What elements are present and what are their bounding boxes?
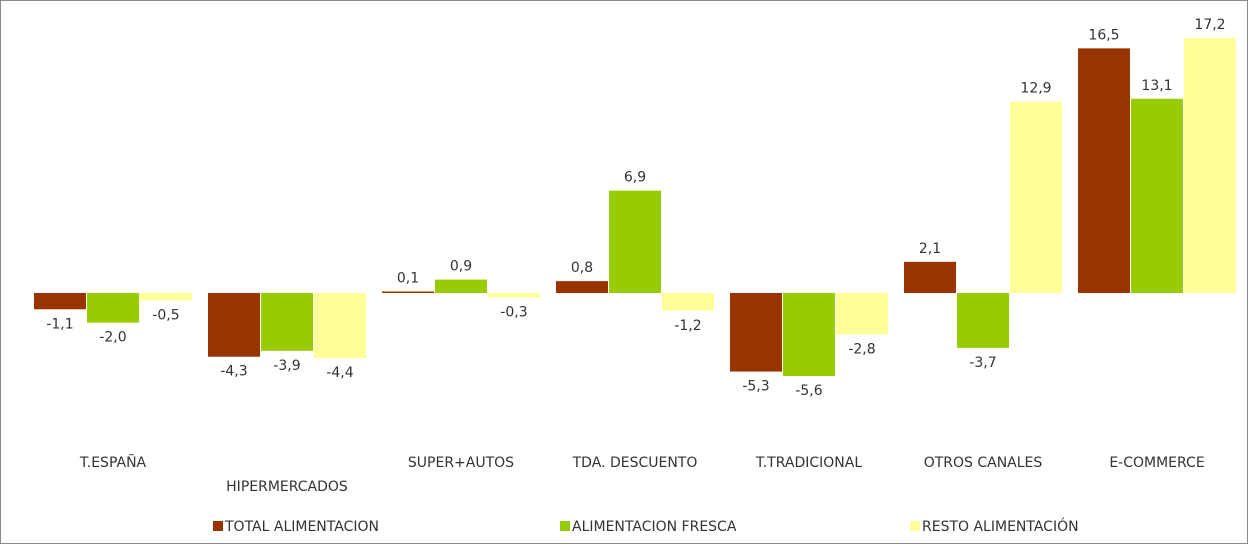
bar bbox=[1078, 48, 1130, 293]
bar bbox=[140, 292, 192, 301]
bar bbox=[730, 292, 782, 372]
data-label: 16,5 bbox=[1088, 27, 1119, 43]
data-label: 13,1 bbox=[1141, 78, 1172, 94]
data-label: -5,3 bbox=[742, 379, 769, 395]
data-label: -5,6 bbox=[795, 383, 822, 399]
data-label: 0,8 bbox=[571, 260, 593, 276]
x-tick-label: E-COMMERCE bbox=[1109, 455, 1204, 471]
data-label: -4,3 bbox=[220, 364, 247, 380]
bar bbox=[904, 261, 956, 293]
data-label: 17,2 bbox=[1194, 17, 1225, 33]
bar bbox=[957, 292, 1009, 348]
bar bbox=[314, 292, 366, 359]
legend-label: TOTAL ALIMENTACION bbox=[224, 519, 379, 535]
data-label: 6,9 bbox=[624, 170, 646, 186]
bar bbox=[34, 292, 86, 310]
data-label: -2,8 bbox=[848, 341, 875, 357]
x-tick-label: OTROS CANALES bbox=[924, 455, 1043, 471]
bar bbox=[1131, 98, 1183, 293]
legend-swatch bbox=[910, 521, 920, 531]
data-label: -4,4 bbox=[326, 365, 353, 381]
x-tick-label: HIPERMERCADOS bbox=[226, 479, 348, 495]
bar bbox=[488, 292, 540, 298]
legend-label: RESTO ALIMENTACIÓN bbox=[922, 517, 1079, 535]
data-label: -3,7 bbox=[969, 355, 996, 371]
x-tick-label: T.TRADICIONAL bbox=[755, 455, 863, 471]
bar bbox=[208, 292, 260, 357]
data-label: -3,9 bbox=[273, 358, 300, 374]
data-label: -0,3 bbox=[500, 304, 527, 320]
bar bbox=[1010, 101, 1062, 293]
x-tick-label: SUPER+AUTOS bbox=[408, 455, 514, 471]
bar bbox=[1184, 38, 1236, 293]
data-label: -0,5 bbox=[152, 307, 179, 323]
x-tick-label: TDA. DESCUENTO bbox=[572, 455, 698, 471]
bar bbox=[382, 291, 434, 293]
bar bbox=[261, 292, 313, 351]
bar bbox=[435, 279, 487, 293]
x-tick-label: T.ESPAÑA bbox=[79, 454, 147, 471]
data-label: -1,1 bbox=[46, 316, 73, 332]
legend-swatch bbox=[560, 521, 570, 531]
data-label: -1,2 bbox=[674, 318, 701, 334]
bar bbox=[783, 292, 835, 376]
bar bbox=[662, 292, 714, 311]
data-label: 0,1 bbox=[397, 271, 419, 287]
data-label: 2,1 bbox=[919, 241, 941, 257]
data-label: 0,9 bbox=[450, 259, 472, 275]
bar bbox=[609, 190, 661, 293]
legend-label: ALIMENTACION FRESCA bbox=[572, 519, 737, 535]
bar bbox=[87, 292, 139, 323]
data-label: -2,0 bbox=[99, 330, 126, 346]
bar bbox=[836, 292, 888, 335]
legend-swatch bbox=[213, 521, 223, 531]
data-label: 12,9 bbox=[1020, 81, 1051, 97]
bar bbox=[556, 281, 608, 293]
